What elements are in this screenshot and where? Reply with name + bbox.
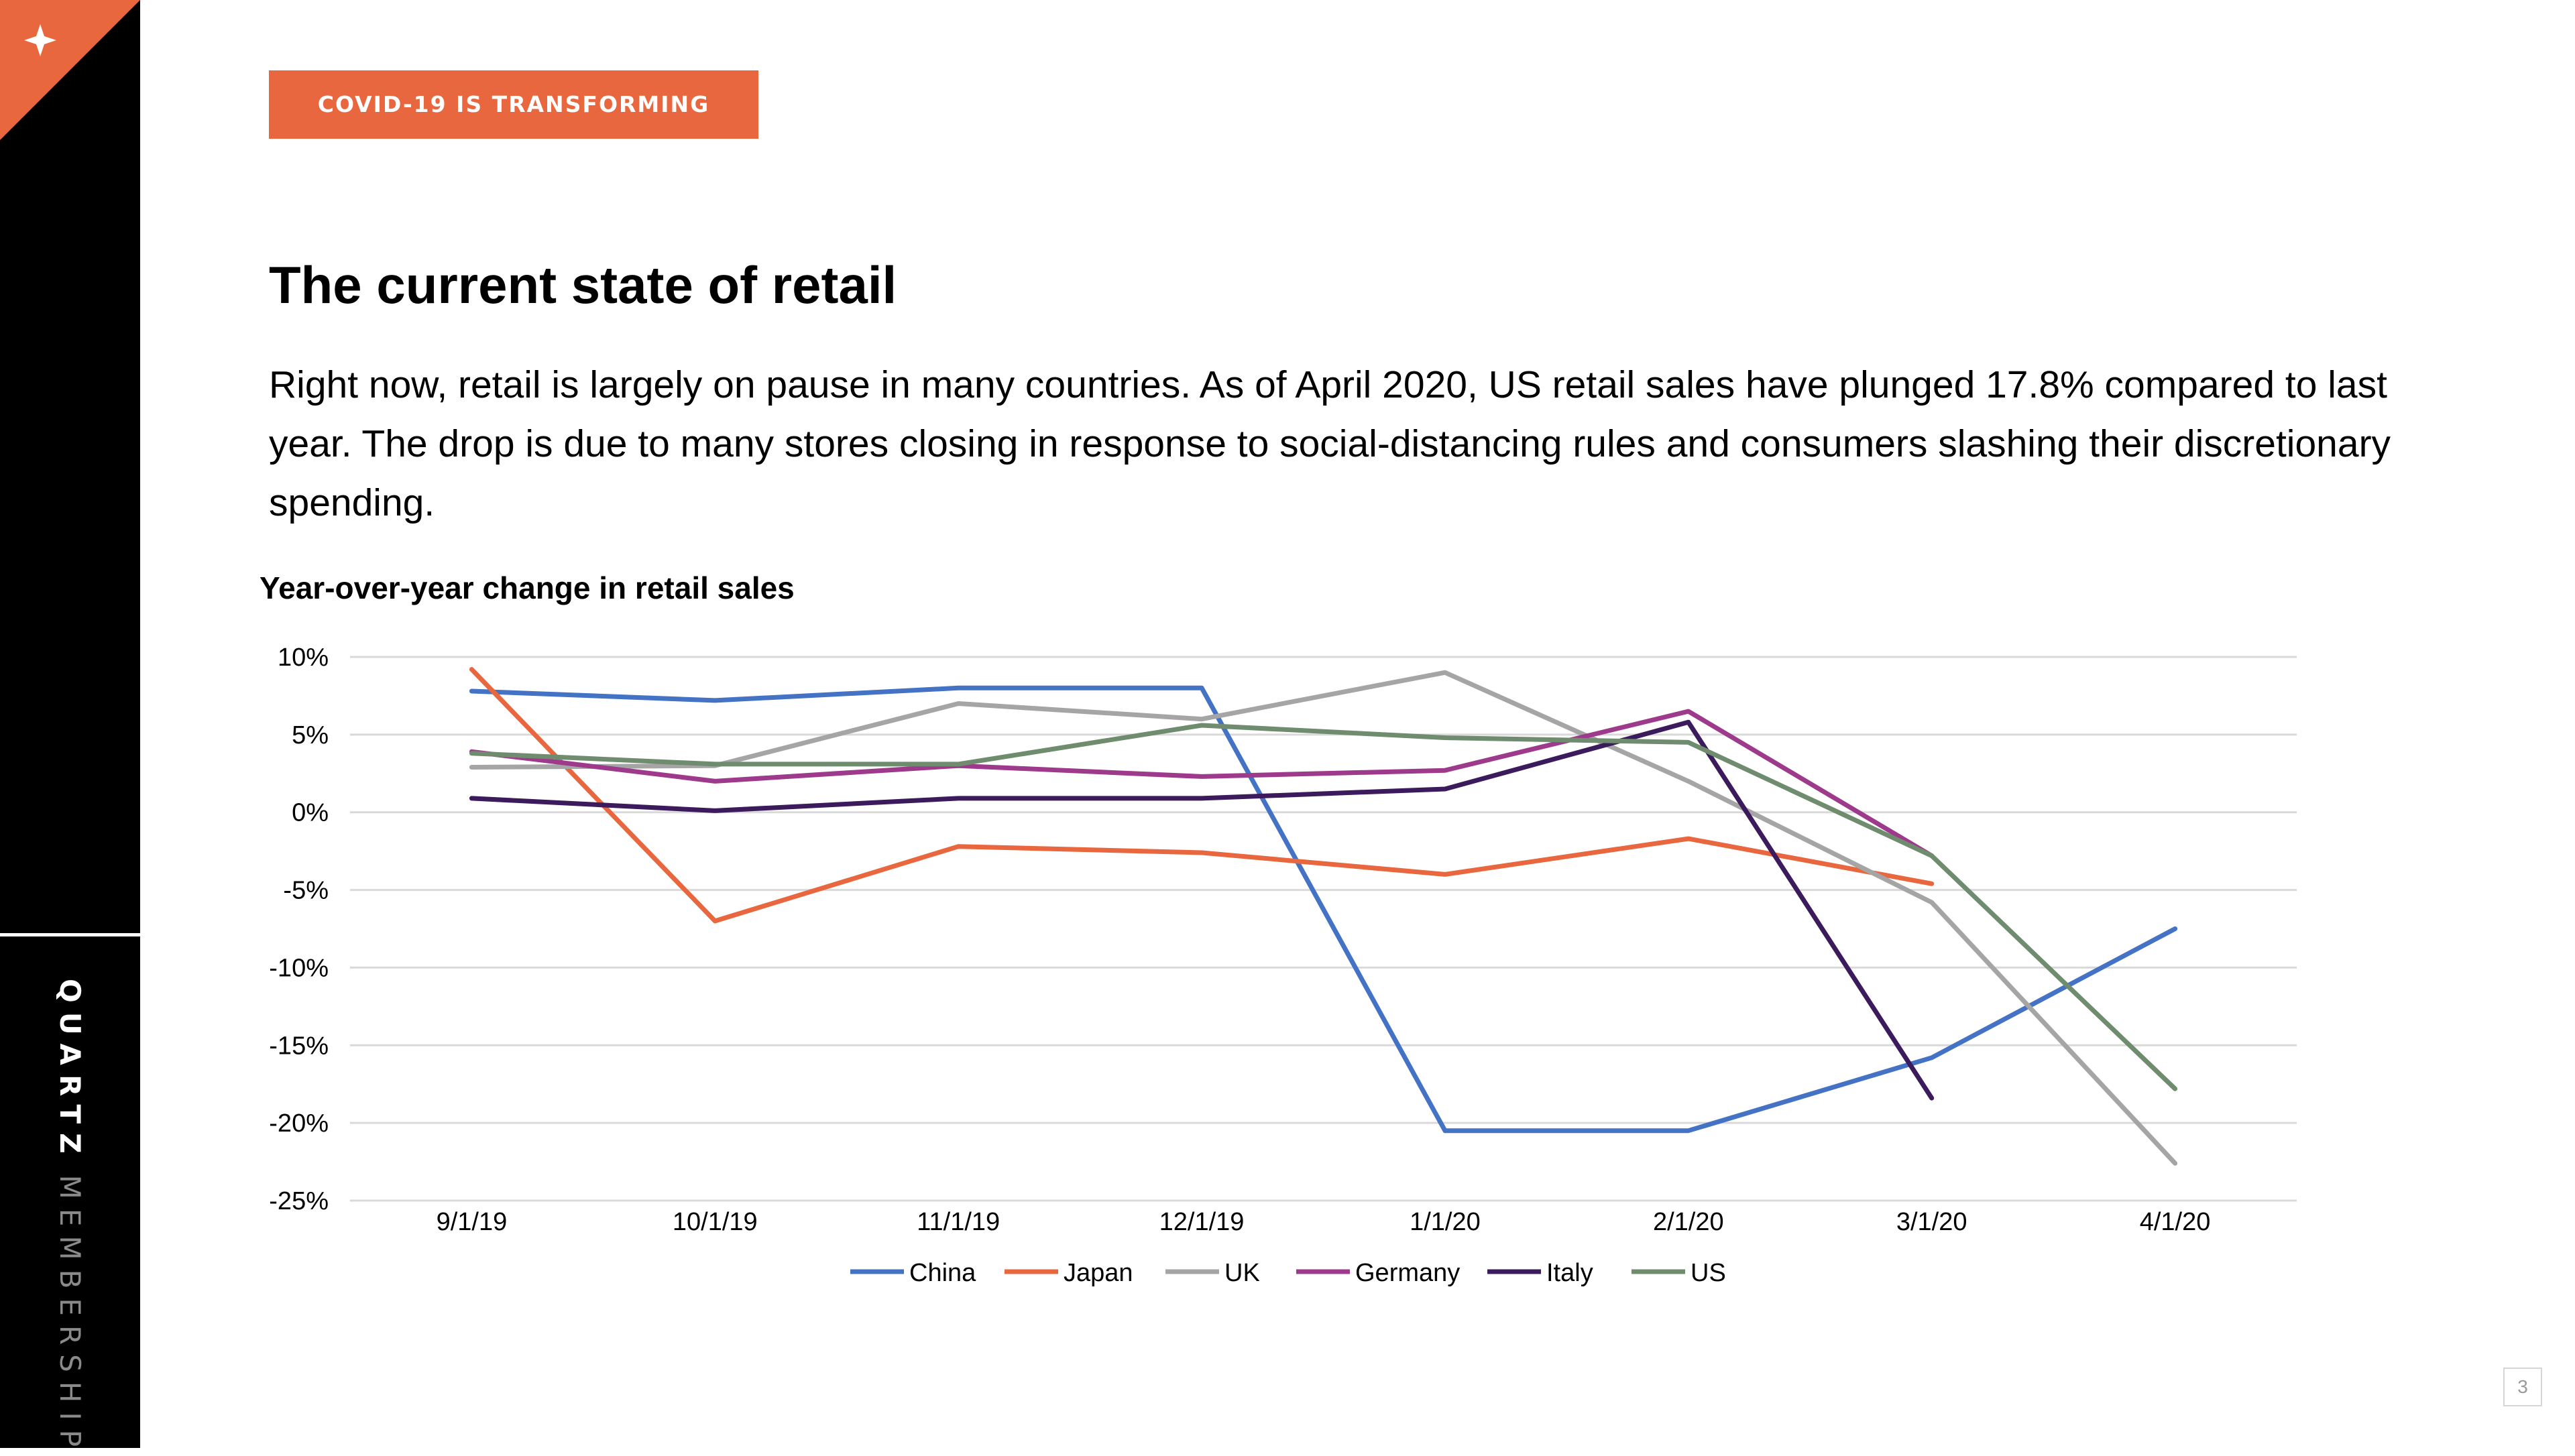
sidebar: QUARTZMEMBERSHIP	[0, 0, 140, 1456]
legend-label-uk: UK	[1224, 1259, 1260, 1287]
sidebar-divider	[0, 933, 140, 936]
page-number: 3	[2503, 1368, 2542, 1406]
y-tick-label: -20%	[269, 1109, 329, 1138]
y-tick-label: -10%	[269, 954, 329, 982]
sparkle-icon	[24, 24, 56, 56]
legend-label-italy: Italy	[1546, 1259, 1593, 1287]
series-line-germany	[469, 709, 1935, 859]
series-line-china	[469, 685, 2178, 1134]
y-tick-label: -15%	[269, 1032, 329, 1060]
y-tick-label: 0%	[292, 799, 329, 827]
x-tick-label: 12/1/19	[1159, 1208, 1245, 1236]
corner-accent	[0, 0, 140, 140]
legend-label-japan: Japan	[1064, 1259, 1133, 1287]
chart-title: Year-over-year change in retail sales	[260, 570, 795, 605]
y-tick-label: -5%	[283, 877, 329, 905]
x-tick-label: 9/1/19	[437, 1208, 508, 1236]
y-tick-label: 10%	[278, 644, 329, 672]
x-tick-label: 1/1/20	[1410, 1208, 1481, 1236]
body-paragraph: Right now, retail is largely on pause in…	[269, 363, 2391, 524]
x-tick-label: 4/1/20	[2140, 1208, 2211, 1236]
legend-label-us: US	[1691, 1259, 1726, 1287]
x-tick-label: 2/1/20	[1653, 1208, 1724, 1236]
page-title: The current state of retail	[269, 255, 897, 314]
x-tick-label: 3/1/20	[1896, 1208, 1967, 1236]
series-line-italy	[469, 719, 1935, 1101]
y-tick-label: 5%	[292, 721, 329, 749]
series-line-uk	[469, 670, 2178, 1166]
x-tick-label: 10/1/19	[673, 1208, 758, 1236]
legend-label-germany: Germany	[1355, 1259, 1460, 1287]
series-line-japan	[469, 667, 1935, 924]
y-tick-label: -25%	[269, 1187, 329, 1215]
x-tick-label: 11/1/19	[917, 1208, 1000, 1236]
section-tag: COVID-19 IS TRANSFORMING RETAIL	[269, 70, 758, 186]
legend-label-china: China	[909, 1259, 976, 1287]
series-line-us	[469, 723, 2178, 1091]
